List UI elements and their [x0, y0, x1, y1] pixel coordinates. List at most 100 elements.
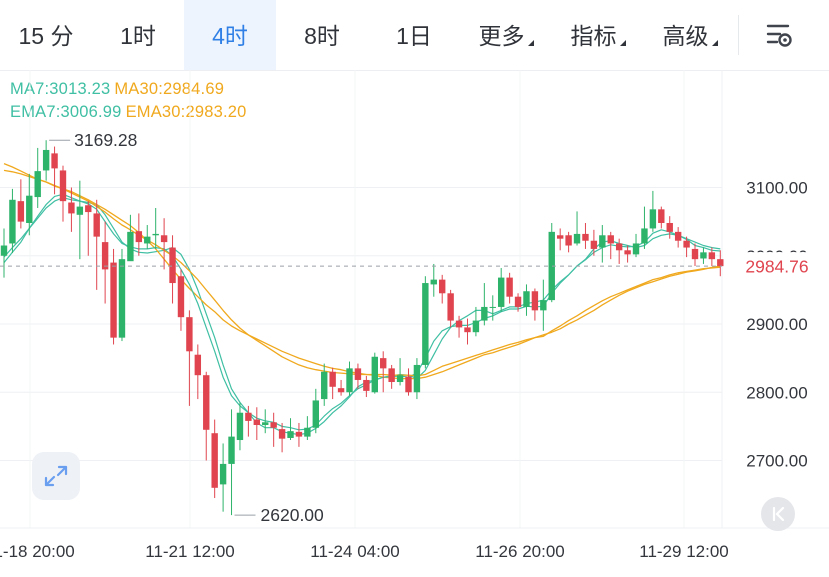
- candle-body: [304, 427, 311, 437]
- candle-body: [641, 228, 648, 244]
- candle-body: [110, 262, 117, 338]
- candle-body: [219, 463, 227, 485]
- candle-body: [9, 199, 16, 244]
- candle-body: [68, 202, 75, 214]
- candle-body: [607, 235, 614, 244]
- candle-body: [658, 209, 665, 223]
- candle-body: [177, 276, 185, 318]
- candle-body: [683, 240, 690, 248]
- high-price-label: 3169.28: [74, 130, 137, 150]
- legend-ema30: EMA30:2983.20: [125, 103, 247, 121]
- dropdown-caret-icon: [711, 40, 718, 46]
- candle-body: [287, 431, 294, 438]
- candle-body: [346, 368, 353, 393]
- x-tick-label: 11-21 12:00: [145, 542, 234, 561]
- candle-body: [127, 231, 134, 262]
- candle-body: [278, 429, 286, 439]
- candle-body: [691, 248, 699, 260]
- candle-body: [160, 235, 168, 243]
- candle-body: [169, 247, 176, 284]
- candle-body: [321, 371, 328, 400]
- candle-body: [144, 236, 151, 244]
- candle-body: [396, 375, 404, 383]
- candle-body: [388, 368, 395, 383]
- tab-1h[interactable]: 1时: [120, 23, 156, 49]
- candle-body: [0, 245, 8, 256]
- candle-body: [380, 358, 387, 369]
- low-price-label: 2620.00: [261, 505, 325, 525]
- candle-body: [430, 279, 437, 285]
- candle-body: [85, 205, 92, 213]
- candle-body: [489, 306, 496, 308]
- candle-body: [514, 296, 522, 307]
- candle-body: [649, 209, 657, 229]
- candle-body: [548, 231, 555, 301]
- candle-body: [615, 243, 623, 251]
- candle-body: [135, 231, 143, 243]
- candle-body: [152, 233, 159, 236]
- candle-body: [203, 375, 210, 430]
- x-tick-label: 11-18 20:00: [0, 542, 75, 561]
- candle-body: [245, 412, 252, 421]
- candle-body: [337, 388, 345, 393]
- x-tick-label: 11-24 04:00: [310, 542, 399, 561]
- candle-body: [506, 277, 513, 297]
- candle-body: [363, 379, 370, 391]
- series-line-ma30: [3, 162, 721, 380]
- candle-body: [573, 233, 581, 244]
- y-tick-label: 3100.00: [746, 179, 807, 198]
- candle-body: [632, 243, 640, 255]
- tab-indicators-label: 指标: [570, 23, 617, 49]
- x-tick-label: 11-29 12:00: [639, 542, 728, 561]
- candle-body: [186, 317, 193, 352]
- candle-body: [666, 222, 673, 232]
- candle-body: [540, 300, 547, 311]
- candle-body: [236, 412, 244, 441]
- candle-body: [717, 259, 724, 267]
- tab-indicators[interactable]: 指标: [552, 0, 644, 70]
- expand-chart-button[interactable]: [32, 452, 80, 500]
- candle-body: [194, 354, 202, 376]
- y-tick-label: 2800.00: [746, 383, 807, 402]
- tab-8h[interactable]: 8时: [304, 23, 340, 49]
- candle-body: [472, 320, 480, 333]
- candle-body: [270, 422, 277, 428]
- tab-15min[interactable]: 15 分: [18, 23, 74, 49]
- candle-body: [354, 368, 362, 380]
- tab-4h[interactable]: 4时: [184, 0, 276, 70]
- legend-ma7: MA7:3013.23: [10, 80, 111, 98]
- candle-body: [93, 213, 100, 237]
- tab-more[interactable]: 更多: [460, 0, 552, 70]
- candle-body: [497, 277, 505, 307]
- tab-advanced-label: 高级: [662, 23, 709, 49]
- x-tick-label: 11-26 20:00: [475, 542, 564, 561]
- candle-body: [422, 283, 429, 365]
- candle-body: [329, 371, 336, 387]
- dropdown-caret-icon: [527, 40, 534, 46]
- candle-body: [371, 356, 378, 393]
- candle-body: [624, 250, 631, 255]
- current-price-label-bg: [726, 252, 829, 281]
- series-line-ema7: [3, 193, 721, 431]
- legend-ma-row: MA7:3013.23 MA30:2984.69: [10, 80, 228, 99]
- candle-body: [700, 252, 707, 259]
- chart-settings-icon[interactable]: [756, 18, 800, 54]
- legend-ema7: EMA7:3006.99: [10, 103, 122, 121]
- candle-body: [439, 279, 446, 294]
- scroll-to-latest-button[interactable]: [761, 497, 795, 531]
- candle-body: [481, 306, 488, 321]
- candle-body: [101, 242, 109, 270]
- candle-body: [590, 240, 598, 249]
- candle-body: [523, 291, 530, 307]
- candle-body: [211, 433, 218, 488]
- dropdown-caret-icon: [619, 40, 626, 46]
- tab-advanced[interactable]: 高级: [644, 0, 736, 70]
- candle-body: [51, 153, 58, 169]
- candle-body: [405, 376, 412, 393]
- candle-body: [262, 422, 269, 426]
- current-price-label: 2984.76: [745, 257, 808, 277]
- candle-body: [295, 431, 303, 437]
- candle-body: [464, 327, 471, 333]
- tab-1d[interactable]: 1日: [396, 23, 432, 49]
